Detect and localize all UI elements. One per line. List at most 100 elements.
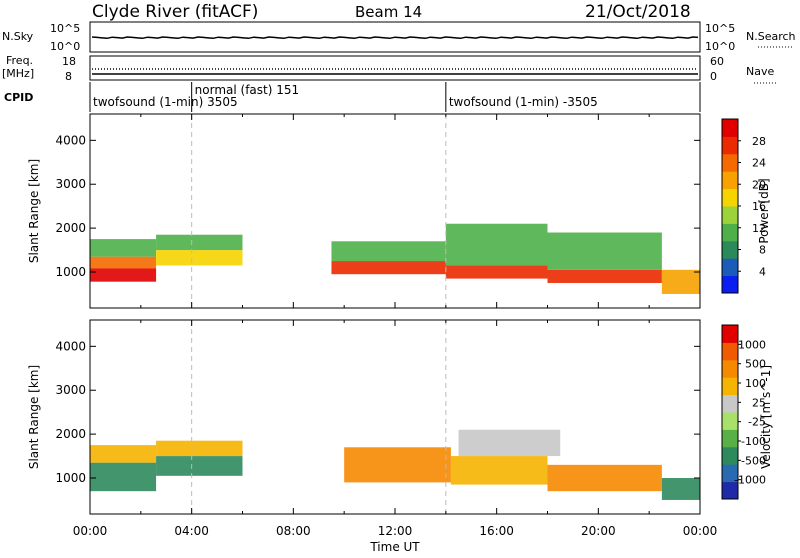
y-tick-label: 2000 (55, 427, 86, 441)
data-region (90, 268, 157, 282)
colorbar-swatch (722, 153, 738, 172)
data-region (445, 265, 548, 279)
colorbar-swatch (722, 258, 738, 277)
colorbar-swatch (722, 481, 738, 500)
data-region (661, 269, 700, 294)
nsky-bottom-tick: 10^0 (50, 40, 80, 53)
colorbar-swatch (722, 446, 738, 465)
velocity-colorbar-label: Velocity [m s^-1] (759, 365, 773, 469)
colorbar-tick-label: 25 (752, 396, 766, 409)
colorbar-swatch (722, 464, 738, 483)
data-region (156, 440, 243, 457)
y-tick-label: 1000 (55, 265, 86, 279)
colorbar-swatch (722, 412, 738, 430)
velocity-panel: 1000 2000 3000 4000 Slant Range [km] 1000 50… (27, 319, 773, 554)
colorbar-swatch (722, 188, 738, 207)
colorbar-tick-label: 100 (745, 377, 766, 390)
colorbar-tick-label: 20 (752, 178, 766, 191)
x-tick-label: 16:00 (479, 524, 514, 538)
data-region (90, 256, 157, 269)
data-region (156, 234, 243, 251)
colorbar-swatch (722, 359, 738, 378)
nsky-strip: N.Sky 10^5 10^0 10^5 10^0 N.Search (2, 21, 796, 53)
colorbar-tick-label: 12 (752, 222, 766, 235)
y-tick-label: 1000 (55, 471, 86, 485)
colorbar-swatch (722, 275, 738, 294)
nave-label: Nave (746, 65, 774, 78)
colorbar-swatch (722, 171, 738, 190)
colorbar-tick-label: -1000 (734, 474, 766, 487)
colorbar-tick-label: -25 (748, 416, 766, 429)
power-ylabel: Slant Range [km] (27, 159, 41, 263)
y-tick-label: 4000 (55, 133, 86, 147)
cpid-segment-label: twofsound (1-min) 3505 (93, 95, 238, 109)
freq-unit: [MHz] (2, 67, 34, 80)
y-tick-label: 2000 (55, 221, 86, 235)
data-region (90, 462, 157, 492)
cpid-segment-label: normal (fast) 151 (195, 83, 299, 97)
nave-top-tick: 60 (710, 55, 724, 68)
colorbar-tick-label: 1000 (738, 338, 766, 351)
x-tick-label: 00:00 (73, 524, 108, 538)
freq-label: Freq. (6, 54, 33, 67)
colorbar-tick-label: 24 (752, 157, 766, 170)
colorbar-tick-label: -500 (741, 454, 766, 467)
colorbar-swatch (722, 325, 738, 343)
data-region (547, 464, 662, 492)
data-region (90, 445, 157, 463)
x-tick-label: 12:00 (378, 524, 413, 538)
colorbar-swatch (722, 223, 738, 242)
nsky-label: N.Sky (2, 30, 34, 43)
nsearch-top-tick: 10^5 (705, 22, 735, 35)
colorbar-swatch (722, 429, 738, 448)
colorbar-swatch (722, 342, 738, 361)
colorbar-tick-label: 8 (759, 244, 766, 257)
data-region (331, 261, 446, 275)
cpid-label: CPID (4, 91, 33, 104)
power-colorbar-label: Power [dB] (757, 178, 771, 243)
colorbar-frame (721, 324, 739, 500)
nave-bottom-tick: 0 (710, 70, 717, 83)
data-region (90, 239, 157, 257)
data-region (445, 223, 548, 266)
cpid-segment-label: twofsound (1-min) -3505 (449, 95, 598, 109)
data-region (450, 456, 548, 485)
data-region (458, 429, 561, 457)
colorbar-swatch (722, 377, 738, 396)
freq-top-tick: 18 (62, 55, 76, 68)
x-tick-label: 04:00 (174, 524, 209, 538)
velocity-ylabel: Slant Range [km] (27, 365, 41, 469)
data-region (156, 456, 243, 476)
freq-strip: Freq. [MHz] 18 8 60 0 Nave (2, 54, 778, 84)
data-region (344, 447, 451, 483)
nsearch-bottom-tick: 10^0 (705, 40, 735, 53)
x-tick-label: 20:00 (581, 524, 616, 538)
nsky-trace (91, 36, 699, 40)
colorbar-tick-label: -100 (741, 435, 766, 448)
data-region (156, 250, 243, 266)
data-region (661, 478, 700, 500)
station-title: Clyde River (fitACF) (92, 2, 258, 22)
power-panel: 1000 2000 3000 4000 Slant Range [km] 28 24 20… (27, 113, 771, 309)
x-tick-label: 08:00 (276, 524, 311, 538)
colorbar-swatch (722, 394, 738, 413)
colorbar-tick-label: 28 (752, 135, 766, 148)
date-label: 21/Oct/2018 (585, 2, 691, 22)
colorbar-tick-label: 16 (752, 200, 766, 213)
colorbar-tick-label: 500 (745, 358, 766, 371)
colorbar-swatch (722, 240, 738, 259)
y-tick-label: 4000 (55, 339, 86, 353)
freq-bottom-tick: 8 (65, 70, 72, 83)
time-axis-label: Time UT (369, 540, 420, 554)
x-tick-label: 00:00 (683, 524, 718, 538)
colorbar-swatch (722, 136, 738, 155)
nsearch-label: N.Search (746, 30, 796, 43)
colorbar-tick-label: 4 (759, 265, 766, 278)
nsky-top-tick: 10^5 (50, 22, 80, 35)
data-region (547, 269, 662, 283)
colorbar-swatch (722, 206, 738, 224)
colorbar-swatch (722, 119, 738, 137)
y-tick-label: 3000 (55, 177, 86, 191)
